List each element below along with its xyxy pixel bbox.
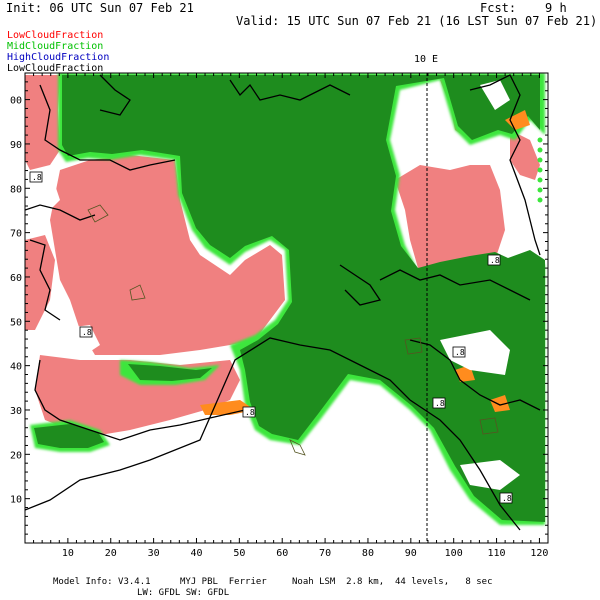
x-tick-label: 110	[488, 548, 506, 559]
y-axis-ticks	[25, 81, 548, 535]
contour-label: .8	[487, 254, 501, 266]
contour-label: .8	[499, 492, 513, 504]
legend-total-cloud: LowCloudFraction	[7, 63, 104, 74]
x-tick-label: 20	[105, 548, 117, 559]
x-axis-labels: 10 20 30 40 50 60 70 80 90 100 110 120	[62, 548, 549, 559]
y-tick-label: 50	[10, 317, 22, 328]
svg-text:.8: .8	[435, 399, 445, 408]
contour-label: .8	[242, 406, 256, 418]
coastlines	[25, 74, 541, 531]
forecast-hour: Fcst: 9 h	[480, 1, 567, 15]
x-tick-label: 30	[148, 548, 160, 559]
contour-label: .8	[29, 171, 43, 183]
legend: LowCloudFraction MidCloudFraction HighCl…	[7, 30, 109, 74]
y-tick-label: 90	[10, 140, 22, 151]
svg-text:.8: .8	[455, 348, 465, 357]
y-tick-label: 30	[10, 406, 22, 417]
y-tick-label: 40	[10, 362, 22, 373]
lsm-config: Noah LSM 2.8 km, 44 levels, 8 sec	[292, 577, 493, 587]
x-tick-label: 70	[319, 548, 331, 559]
contour-label: .8	[79, 326, 93, 338]
x-tick-label: 100	[445, 548, 463, 559]
legend-high-cloud: HighCloudFraction	[7, 52, 110, 63]
contour-label: .8	[452, 346, 466, 358]
meridian-label: 10 E	[414, 54, 438, 65]
svg-text:.8: .8	[502, 494, 512, 503]
svg-text:.8: .8	[490, 256, 500, 265]
svg-text:.8: .8	[32, 173, 42, 182]
contour-labels: .8 .8 .8 .8 .8 .8	[29, 171, 513, 504]
y-axis-labels: 10 20 30 40 50 60 70 80 90 00	[10, 96, 22, 506]
y-tick-label: 20	[10, 450, 22, 461]
y-tick-label: 10	[10, 495, 22, 506]
mid-cloud-dots	[537, 137, 543, 203]
model-info: Model Info: V3.4.1	[53, 577, 151, 587]
svg-text:.8: .8	[245, 408, 255, 417]
valid-time: Valid: 15 UTC Sun 07 Feb 21 (16 LST Sun …	[236, 14, 598, 28]
y-tick-label: 00	[10, 96, 22, 107]
init-time: Init: 06 UTC Sun 07 Feb 21	[6, 1, 194, 15]
x-tick-label: 50	[233, 548, 245, 559]
svg-text:.8: .8	[82, 328, 92, 337]
legend-mid-cloud: MidCloudFraction	[7, 41, 104, 52]
x-tick-label: 90	[405, 548, 417, 559]
x-tick-label: 60	[276, 548, 288, 559]
x-tick-label: 80	[362, 548, 374, 559]
legend-low-cloud: LowCloudFraction	[7, 30, 104, 41]
x-tick-label: 120	[530, 548, 548, 559]
x-tick-label: 10	[62, 548, 74, 559]
contour-outlines	[87, 204, 499, 456]
plot-frame	[24, 72, 549, 544]
radiation-scheme: LW: GFDL SW: GFDL	[137, 588, 230, 598]
x-tick-label: 40	[190, 548, 202, 559]
y-tick-label: 70	[10, 229, 22, 240]
y-tick-label: 60	[10, 273, 22, 284]
y-tick-label: 80	[10, 184, 22, 195]
contour-label: .8	[432, 397, 446, 409]
x-axis-ticks	[33, 73, 540, 543]
clear-sky-region	[25, 80, 520, 490]
pbl-scheme: MYJ PBL Ferrier	[180, 577, 267, 587]
